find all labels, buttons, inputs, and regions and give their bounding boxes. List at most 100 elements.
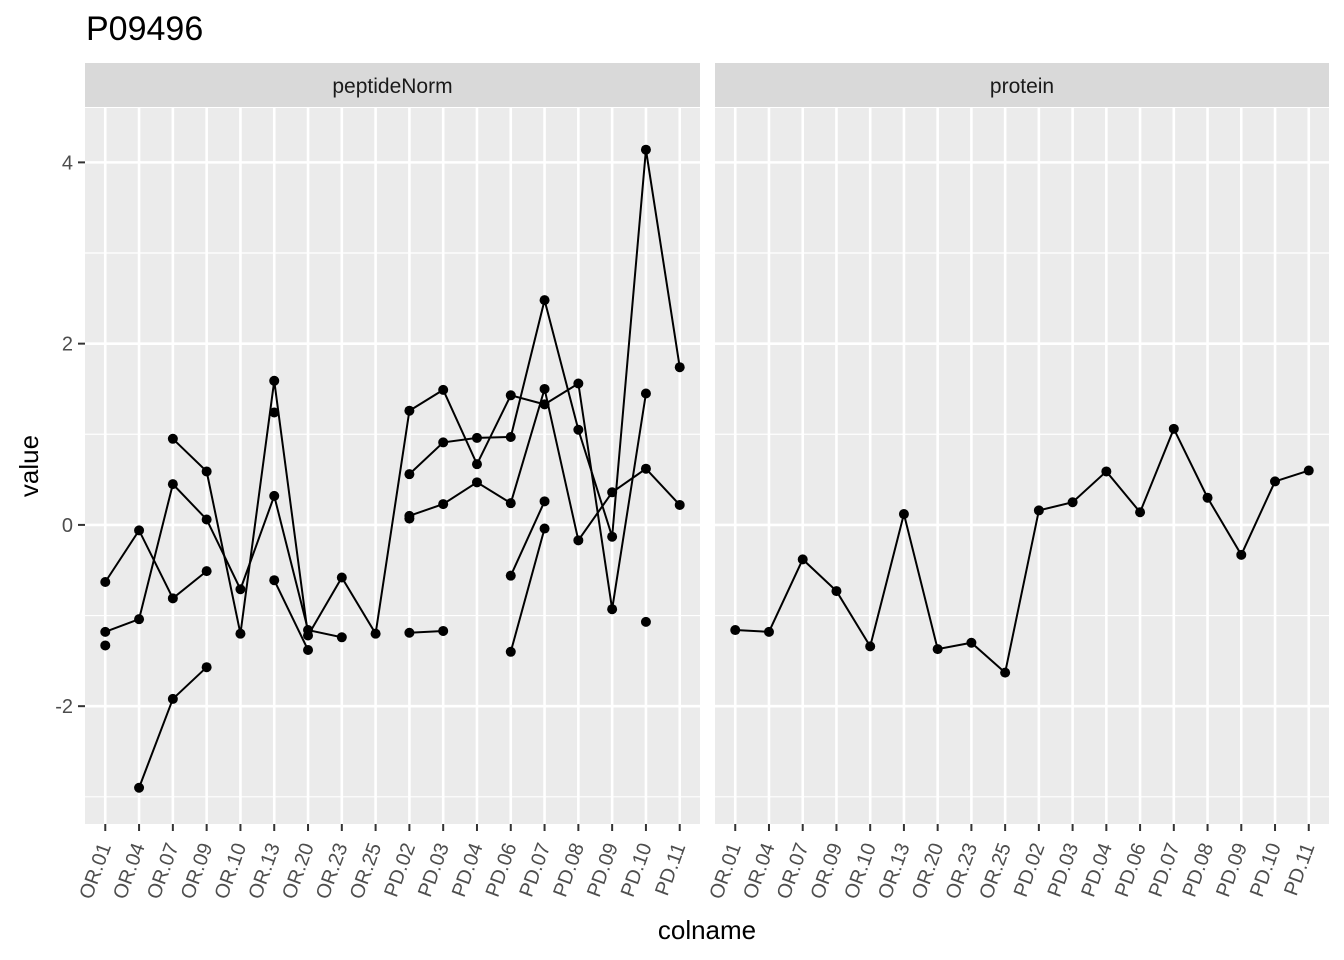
data-point	[167, 479, 178, 490]
data-point	[1202, 492, 1213, 503]
x-tick-label: PD.11	[1280, 840, 1319, 898]
data-point	[539, 295, 550, 306]
data-point	[404, 627, 415, 638]
data-point	[471, 477, 482, 488]
marks-protein	[730, 423, 1314, 678]
y-tick-label: 0	[62, 515, 73, 537]
data-point	[797, 554, 808, 565]
series-line	[509, 500, 546, 577]
data-point	[471, 432, 482, 443]
data-point	[1000, 667, 1011, 678]
data-point	[370, 628, 381, 639]
data-point	[1270, 476, 1281, 487]
data-point	[505, 498, 516, 509]
data-point	[167, 433, 178, 444]
series-line	[509, 528, 546, 653]
data-point	[438, 384, 449, 395]
y-axis: -2 0 2 4	[55, 152, 85, 718]
data-point	[134, 782, 145, 793]
data-point	[471, 459, 482, 470]
data-point	[505, 390, 516, 401]
data-point	[831, 586, 842, 597]
data-point	[966, 637, 977, 648]
data-point	[640, 463, 651, 474]
panel-protein	[715, 108, 1329, 824]
data-point	[674, 499, 685, 510]
panel-peptideNorm	[85, 108, 700, 824]
x-axis-peptideNorm: OR.01OR.04OR.07OR.09OR.10OR.13OR.20OR.23…	[76, 824, 690, 902]
data-point	[303, 630, 314, 641]
data-point	[865, 641, 876, 652]
data-point	[607, 604, 618, 615]
data-point	[640, 388, 651, 399]
series-line	[273, 579, 309, 651]
data-point	[134, 525, 145, 536]
data-point	[539, 523, 550, 534]
data-point	[404, 405, 415, 416]
data-point	[607, 531, 618, 542]
data-point	[674, 362, 685, 373]
data-point	[730, 625, 741, 636]
data-point	[1303, 465, 1314, 476]
data-point	[607, 487, 618, 498]
data-point	[640, 144, 651, 155]
strip-label-protein: protein	[990, 75, 1054, 98]
data-point	[201, 566, 212, 577]
data-point	[269, 490, 280, 501]
data-point	[505, 431, 516, 442]
chart-title: P09496	[86, 10, 203, 48]
data-point	[573, 378, 584, 389]
data-point	[100, 577, 111, 588]
data-point	[201, 662, 212, 673]
data-point	[1236, 549, 1247, 560]
data-point	[898, 509, 909, 520]
data-point	[1168, 423, 1179, 434]
data-point	[269, 375, 280, 386]
data-point	[269, 575, 280, 586]
marks-peptideNorm	[100, 144, 685, 793]
data-point	[336, 572, 347, 583]
y-axis-title: value	[14, 435, 44, 497]
x-tick-label: PD.11	[651, 840, 690, 898]
data-point	[505, 570, 516, 581]
data-point	[1101, 466, 1112, 477]
data-point	[932, 644, 943, 655]
data-point	[640, 616, 651, 627]
data-point	[404, 513, 415, 524]
data-point	[438, 499, 449, 510]
data-point	[336, 632, 347, 643]
data-point	[134, 614, 145, 625]
data-point	[167, 593, 178, 604]
x-axis-title: colname	[658, 915, 756, 945]
data-point	[438, 437, 449, 448]
data-point	[539, 383, 550, 394]
data-point	[573, 424, 584, 435]
y-tick-label: 2	[62, 334, 73, 356]
data-point	[763, 626, 774, 637]
data-point	[438, 625, 449, 636]
data-point	[573, 535, 584, 546]
y-tick-label: -2	[55, 696, 73, 718]
strip-peptideNorm	[85, 63, 700, 107]
data-point	[201, 466, 212, 477]
x-axis-protein: OR.01OR.04OR.07OR.09OR.10OR.13OR.20OR.23…	[705, 824, 1319, 902]
strip-protein	[715, 63, 1329, 107]
data-point	[404, 469, 415, 480]
grid-protein	[715, 108, 1329, 824]
data-point	[1067, 497, 1078, 508]
strip-label-peptideNorm: peptideNorm	[332, 75, 452, 98]
data-point	[303, 644, 314, 655]
data-point	[100, 640, 111, 651]
data-point	[269, 407, 280, 418]
y-tick-label: 4	[62, 152, 73, 174]
data-point	[539, 496, 550, 507]
data-point	[100, 626, 111, 637]
data-point	[167, 693, 178, 704]
data-point	[1033, 505, 1044, 516]
data-point	[201, 514, 212, 525]
data-point	[235, 628, 246, 639]
series-line	[735, 426, 1310, 675]
data-point	[505, 646, 516, 657]
data-point	[1135, 507, 1146, 518]
